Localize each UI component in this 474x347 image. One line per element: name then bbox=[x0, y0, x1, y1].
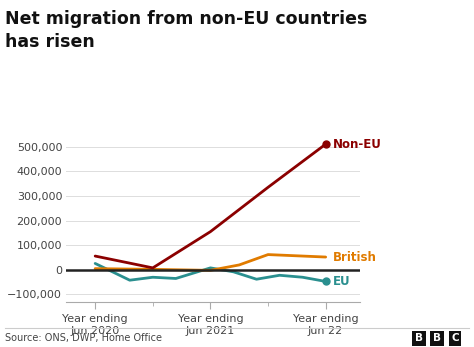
Text: B: B bbox=[433, 333, 441, 343]
Text: Non-EU: Non-EU bbox=[333, 138, 382, 151]
Text: Source: ONS, DWP, Home Office: Source: ONS, DWP, Home Office bbox=[5, 333, 162, 343]
Text: C: C bbox=[451, 333, 459, 343]
Text: Net migration from non-EU countries
has risen: Net migration from non-EU countries has … bbox=[5, 10, 367, 51]
Text: EU: EU bbox=[333, 275, 350, 288]
Text: British: British bbox=[333, 251, 376, 263]
Text: B: B bbox=[415, 333, 423, 343]
